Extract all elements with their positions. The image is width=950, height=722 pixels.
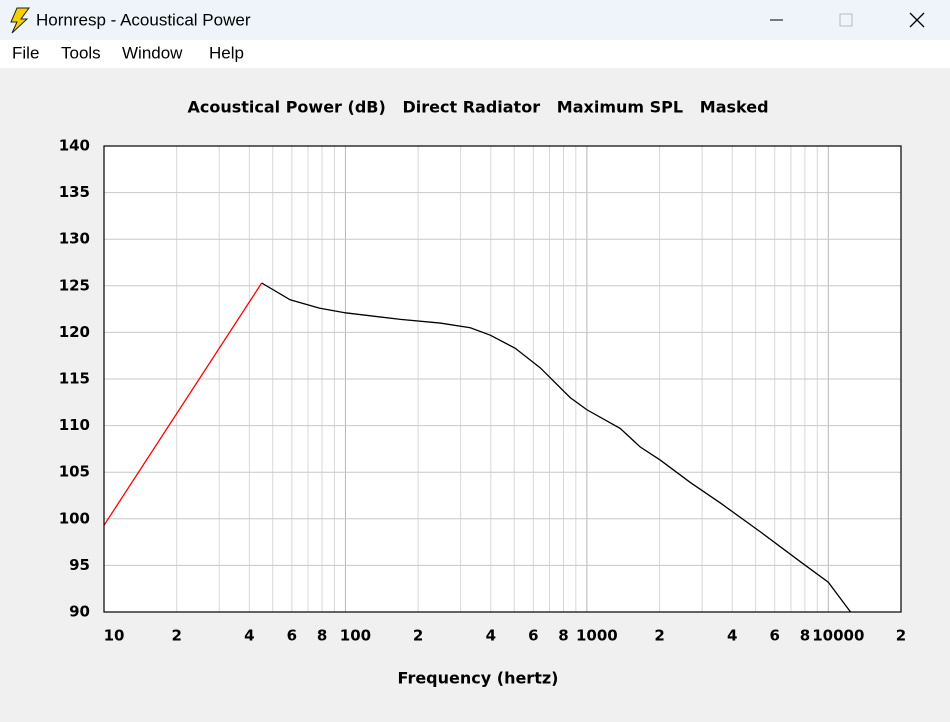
x-tick-label: 2 (413, 627, 423, 645)
x-tick-label: 8 (317, 627, 327, 645)
y-tick-label: 95 (69, 556, 90, 574)
line-series (103, 282, 263, 526)
x-tick-label: 6 (528, 627, 538, 645)
y-tick-label: 135 (59, 183, 90, 201)
close-button[interactable] (909, 12, 925, 28)
x-tick-label: 2 (896, 627, 906, 645)
x-tick-label: 2 (654, 627, 664, 645)
x-tick-label: 6 (287, 627, 297, 645)
y-tick-label: 115 (59, 370, 90, 388)
y-tick-label: 110 (59, 416, 90, 434)
x-tick-label: 10000 (812, 627, 864, 645)
menu-item[interactable]: Tools (61, 43, 101, 62)
x-tick-label: 2 (171, 627, 181, 645)
menu-item[interactable]: Window (122, 43, 183, 62)
window-title: Hornresp - Acoustical Power (36, 10, 251, 29)
title-bar (0, 0, 950, 40)
maximize-button[interactable] (839, 13, 853, 27)
y-tick-label: 125 (59, 276, 90, 294)
y-tick-label: 100 (59, 509, 90, 527)
x-tick-label: 10 (104, 627, 125, 645)
x-tick-label: 4 (486, 627, 496, 645)
x-tick-label: 8 (800, 627, 810, 645)
y-tick-label: 140 (59, 137, 90, 155)
y-tick-label: 130 (59, 230, 90, 248)
menu-item[interactable]: Help (209, 43, 244, 62)
x-tick-label: 4 (727, 627, 737, 645)
y-tick-label: 90 (69, 603, 90, 621)
line-series (261, 282, 852, 613)
x-axis-label: Frequency (hertz) (398, 669, 559, 688)
y-tick-label: 105 (59, 463, 90, 481)
x-tick-label: 6 (770, 627, 780, 645)
menu-item[interactable]: File (12, 43, 39, 62)
chart-title: Acoustical Power (dB) Direct Radiator Ma… (187, 98, 768, 117)
app-icon (10, 7, 30, 34)
menu-bar (0, 40, 950, 68)
plot-frame (103, 145, 902, 613)
x-tick-label: 1000 (576, 627, 618, 645)
x-tick-label: 8 (558, 627, 568, 645)
x-tick-label: 4 (244, 627, 254, 645)
x-tick-label: 100 (340, 627, 371, 645)
y-tick-label: 120 (59, 323, 90, 341)
